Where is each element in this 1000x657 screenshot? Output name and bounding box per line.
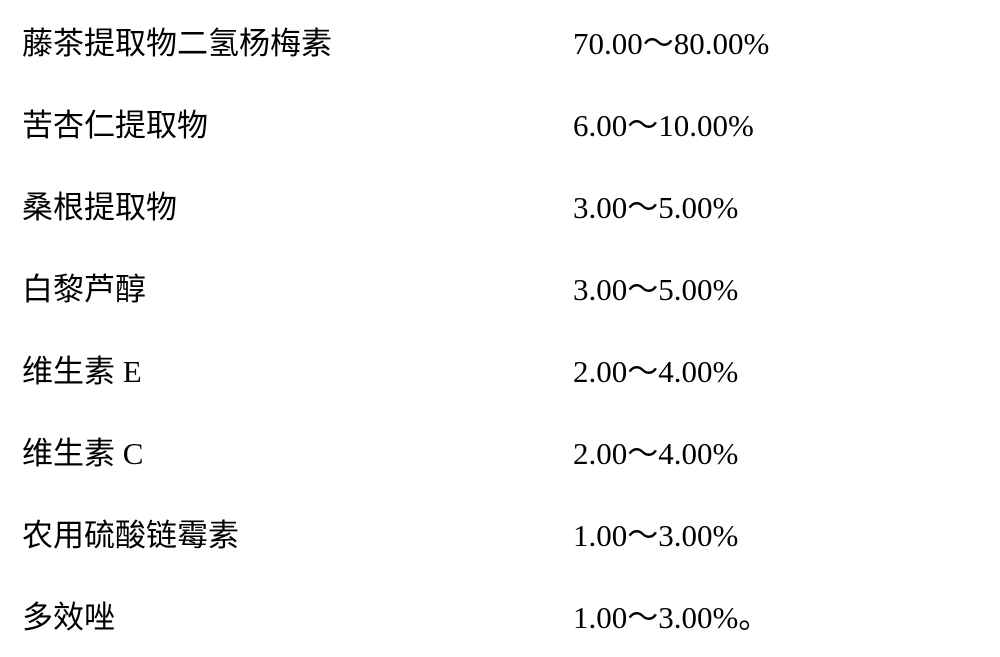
ingredient-value: 3.00～5.00% — [573, 264, 738, 309]
ingredient-list: 藤茶提取物二氢杨梅素 70.00～80.00% 苦杏仁提取物 6.00～10.0… — [0, 0, 1000, 657]
ingredient-value: 1.00～3.00%。 — [573, 592, 769, 637]
ingredient-label: 桑根提取物 — [22, 182, 177, 227]
ingredient-value: 2.00～4.00% — [573, 346, 738, 391]
ingredient-label: 白黎芦醇 — [22, 264, 146, 309]
ingredient-value: 1.00～3.00% — [573, 510, 738, 555]
ingredient-value: 70.00～80.00% — [573, 18, 769, 63]
ingredient-label: 苦杏仁提取物 — [22, 100, 208, 145]
ingredient-label: 多效唑 — [22, 592, 115, 637]
ingredient-label: 维生素 E — [22, 346, 142, 391]
ingredient-label: 维生素 C — [22, 428, 143, 473]
ingredient-value: 3.00～5.00% — [573, 182, 738, 227]
ingredient-label: 农用硫酸链霉素 — [22, 510, 239, 555]
ingredient-label: 藤茶提取物二氢杨梅素 — [22, 18, 332, 63]
ingredient-value: 2.00～4.00% — [573, 428, 738, 473]
ingredient-value: 6.00～10.00% — [573, 100, 754, 145]
